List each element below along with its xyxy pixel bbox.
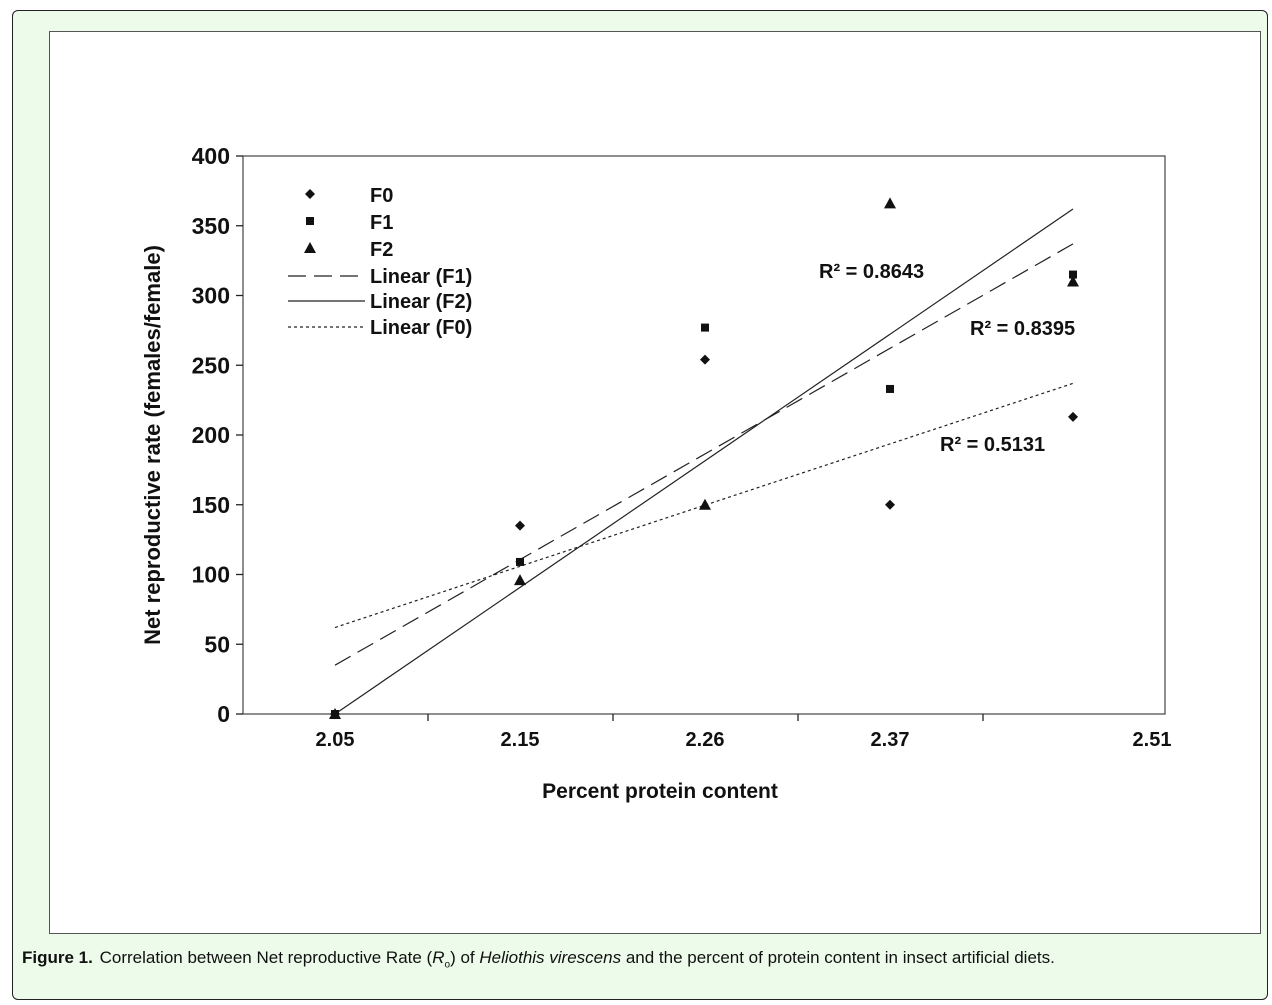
y-axis-title: Net reproductive rate (females/female)	[140, 245, 165, 645]
data-point-f1	[516, 557, 524, 566]
y-tick-label: 200	[192, 422, 230, 448]
y-tick-label: 400	[192, 143, 230, 169]
legend-marker-f1	[306, 217, 314, 225]
y-tick-label: 100	[192, 562, 230, 588]
data-point-f0	[1068, 411, 1078, 422]
y-tick-label: 300	[192, 283, 230, 309]
caption-symbol: R	[432, 948, 445, 967]
caption-text-3: and the percent of protein content in in…	[621, 948, 1055, 967]
legend-marker-f0	[305, 189, 315, 199]
data-point-f0	[515, 520, 525, 531]
data-point-f2	[514, 574, 526, 586]
y-tick-label: 250	[192, 352, 230, 378]
r-squared-label: R² = 0.8395	[970, 318, 1075, 340]
legend-label: Linear (F2)	[370, 291, 472, 313]
r-squared-label: R² = 0.8643	[819, 261, 924, 283]
legend-label: Linear (F1)	[370, 266, 472, 288]
data-point-f1	[886, 384, 894, 393]
r-squared-label: R² = 0.5131	[940, 434, 1045, 456]
trendline	[334, 243, 1074, 666]
figure-box	[12, 10, 1268, 1000]
x-tick-label: 2.51	[1133, 729, 1172, 751]
y-tick-label: 0	[217, 701, 230, 727]
caption-species: Heliothis virescens	[479, 948, 622, 967]
x-tick-label: 2.37	[871, 729, 910, 751]
x-axis-title: Percent protein content	[542, 780, 778, 803]
figure-caption: Figure 1. Correlation between Net reprod…	[22, 947, 1252, 971]
legend-label: F2	[370, 239, 393, 261]
data-point-f2	[699, 498, 711, 510]
y-tick-label: 50	[204, 631, 230, 657]
y-tick-label: 350	[192, 213, 230, 239]
data-point-f0	[700, 354, 710, 365]
caption-text-2: ) of	[450, 948, 480, 967]
data-point-f0	[885, 499, 895, 510]
y-tick-label: 150	[192, 492, 230, 518]
data-point-f1	[1069, 270, 1077, 279]
data-point-f2	[329, 708, 341, 719]
legend-label: F1	[370, 212, 393, 234]
data-point-f2	[884, 197, 896, 209]
caption-symbol-subscript: o	[444, 959, 451, 971]
legend-label: Linear (F0)	[370, 317, 472, 339]
trendline	[334, 208, 1074, 715]
x-tick-label: 2.26	[686, 729, 725, 751]
figure-label: Figure 1.	[22, 948, 93, 967]
caption-text-1: Correlation between Net reproductive Rat…	[99, 948, 433, 967]
legend-marker-f2	[304, 242, 316, 253]
data-point-f1	[701, 323, 709, 332]
x-tick-label: 2.05	[316, 729, 355, 751]
x-tick-label: 2.15	[501, 729, 540, 751]
data-point-f2	[1067, 275, 1079, 287]
legend-label: F0	[370, 185, 393, 207]
